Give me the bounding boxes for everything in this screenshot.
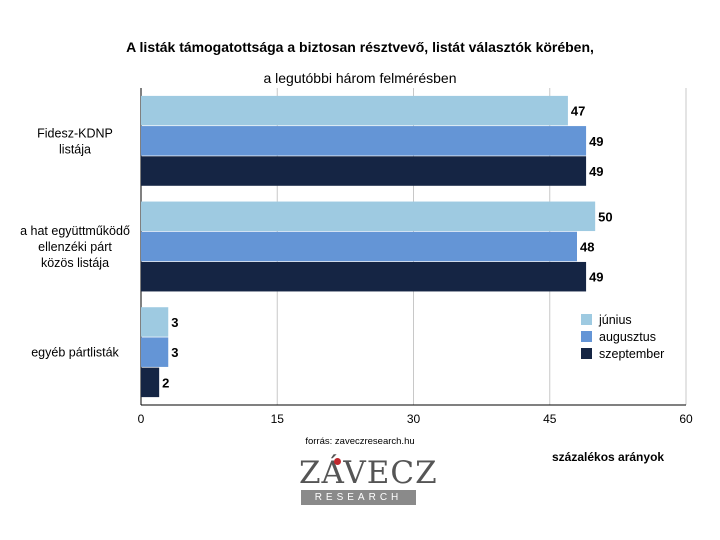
category-label: ellenzéki párt: [38, 240, 112, 254]
category-label: listája: [59, 142, 91, 156]
logo-red-dot-icon: [334, 458, 341, 465]
legend-swatch: [581, 331, 592, 342]
bar: [141, 367, 160, 398]
legend-label: június: [598, 313, 632, 327]
category-label: közös listája: [41, 256, 109, 270]
data-label: 3: [171, 315, 178, 330]
data-label: 2: [162, 375, 169, 390]
legend-swatch: [581, 348, 592, 359]
x-tick-label: 60: [679, 412, 693, 426]
data-label: 49: [589, 270, 603, 285]
zavecz-research-logo: ZÁVECZ RESEARCH: [299, 455, 438, 507]
bar: [141, 337, 169, 367]
bar: [141, 261, 587, 292]
unit-label: százalékos arányok: [552, 450, 665, 464]
bar: [141, 201, 596, 232]
logo-subtitle: RESEARCH: [301, 490, 416, 505]
category-label: a hat együttműködő: [20, 224, 130, 238]
chart-title: A listák támogatottsága a biztosan részt…: [126, 39, 594, 55]
x-tick-label: 0: [138, 412, 145, 426]
chart-subtitle: a legutóbbi három felmérésben: [263, 70, 457, 86]
bar: [141, 156, 587, 186]
data-label: 49: [589, 134, 603, 149]
data-label: 50: [598, 209, 612, 224]
data-label: 49: [589, 164, 603, 179]
category-label: egyéb pártlisták: [31, 346, 119, 360]
bar: [141, 95, 568, 126]
source-note: forrás: zaveczresearch.hu: [305, 436, 415, 447]
legend-label: augusztus: [599, 330, 656, 344]
category-label: Fidesz-KDNP: [37, 126, 113, 140]
data-label: 3: [171, 345, 178, 360]
data-label: 48: [580, 240, 594, 255]
logo-wordmark: ZÁVECZ: [299, 455, 438, 491]
x-tick-label: 15: [271, 412, 285, 426]
bar: [141, 231, 577, 262]
x-tick-label: 45: [543, 412, 557, 426]
x-tick-label: 30: [407, 412, 421, 426]
bar: [141, 307, 169, 337]
legend-label: szeptember: [599, 347, 664, 361]
bar: [141, 126, 587, 156]
data-label: 47: [571, 104, 585, 119]
legend-swatch: [581, 314, 592, 325]
